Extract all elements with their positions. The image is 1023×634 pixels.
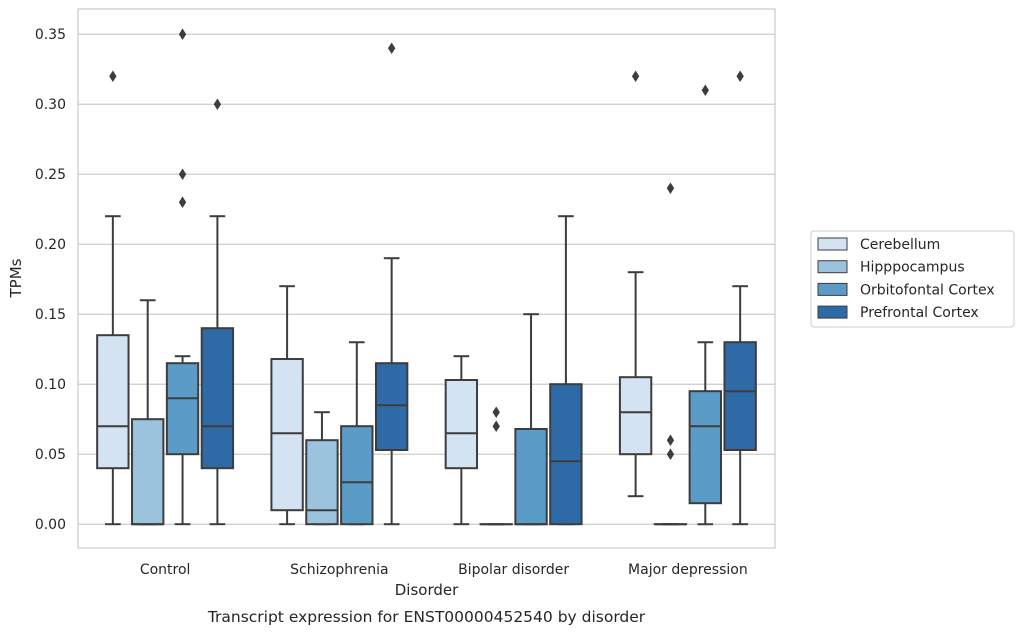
y-tick-label: 0.15: [35, 307, 66, 323]
outlier-point: [492, 406, 500, 418]
x-tick-label: Bipolar disorder: [458, 562, 569, 578]
x-tick-labels: Control Schizophrenia Bipolar disorder Majo…: [140, 562, 748, 578]
box-prefrontal-cortex: [549, 215, 583, 526]
outlier-point: [178, 168, 187, 180]
box-hipppocampus: [479, 406, 513, 526]
outlier-point: [492, 420, 500, 432]
y-tick-label: 0.00: [35, 517, 66, 533]
y-tick-label: 0.10: [35, 377, 66, 393]
x-tick-label: Schizophrenia: [290, 562, 388, 578]
legend-swatch: [817, 305, 848, 319]
y-tick-label: 0.05: [35, 447, 66, 463]
outlier-point: [213, 98, 222, 110]
legend-items: Cerebellum Hipppocampus Orbitofontal Corte…: [817, 237, 995, 321]
y-tick-label: 0.35: [35, 27, 66, 43]
box-body: [131, 418, 165, 526]
outlier-point: [701, 84, 709, 96]
box-body: [340, 425, 374, 526]
box-body: [200, 327, 235, 470]
box-prefrontal-cortex: [374, 42, 409, 526]
box-body: [723, 341, 757, 452]
outlier-point: [666, 434, 675, 446]
box-cerebellum: [96, 70, 130, 526]
box-body: [305, 439, 339, 526]
box-hipppocampus: [653, 182, 688, 526]
plot-area-frame: [77, 8, 776, 549]
outlier-point: [387, 42, 396, 54]
box-body: [165, 362, 200, 456]
box-prefrontal-cortex: [200, 98, 235, 526]
legend-label: Prefrontal Cortex: [860, 305, 979, 321]
outlier-point: [178, 196, 187, 208]
legend-swatch: [817, 260, 848, 274]
legend-label: Hipppocampus: [860, 260, 965, 276]
box-orbitofontal-cortex: [514, 313, 548, 526]
x-axis-title: Disorder: [395, 581, 459, 599]
outlier-point: [178, 28, 187, 40]
legend-label: Cerebellum: [860, 237, 940, 253]
chart-caption: Transcript expression for ENST0000045254…: [207, 608, 646, 626]
outlier-point: [109, 70, 117, 82]
box-body: [514, 428, 548, 526]
box-hipppocampus: [131, 299, 165, 526]
legend-label: Orbitofontal Cortex: [860, 282, 995, 298]
legend-swatch: [817, 237, 848, 251]
outlier-point: [631, 70, 640, 82]
x-tick-label: Control: [140, 562, 191, 578]
outlier-point: [666, 448, 675, 460]
box-cerebellum: [618, 70, 653, 498]
box-orbitofontal-cortex: [340, 341, 374, 526]
y-tick-label: 0.20: [35, 237, 66, 253]
x-tick-label: Major depression: [628, 562, 748, 578]
box-body: [688, 390, 722, 505]
y-axis-title: TPMs: [7, 258, 25, 298]
box-hipppocampus: [305, 411, 339, 526]
y-tick-label: 0.25: [35, 167, 66, 183]
box-orbitofontal-cortex: [165, 28, 200, 526]
legend: Cerebellum Hipppocampus Orbitofontal Corte…: [810, 230, 1015, 328]
outlier-point: [666, 182, 675, 194]
box-cerebellum: [444, 355, 479, 526]
box-prefrontal-cortex: [723, 70, 757, 526]
box-body: [96, 334, 130, 470]
legend-frame: [810, 230, 1015, 328]
outlier-point: [736, 70, 744, 82]
legend-swatch: [817, 282, 848, 296]
box-layer: [96, 28, 757, 526]
y-tick-label: 0.30: [35, 97, 66, 113]
box-body: [270, 358, 304, 512]
box-body: [618, 376, 653, 456]
box-body: [444, 379, 479, 470]
box-orbitofontal-cortex: [688, 84, 722, 526]
box-body: [374, 362, 409, 452]
y-tick-labels: 0.00 0.05 0.10 0.15 0.20 0.25 0.30 0.35: [35, 27, 66, 533]
box-body: [549, 383, 583, 526]
box-cerebellum: [270, 285, 304, 526]
